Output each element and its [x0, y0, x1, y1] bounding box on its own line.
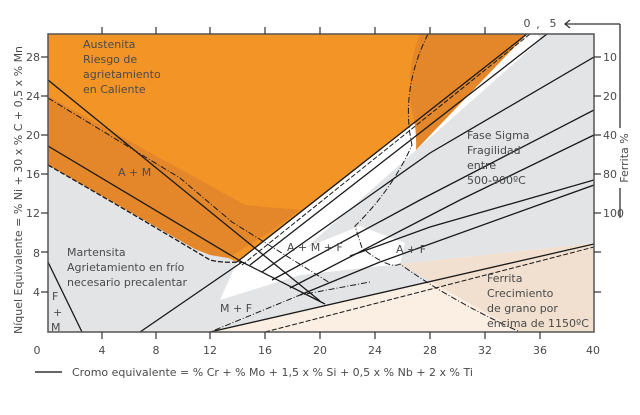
label-a-f: A + F: [396, 243, 426, 256]
label-martensita-3: necesario precalentar: [67, 276, 188, 289]
x-tick-40: 40: [586, 344, 600, 357]
y-tick-12: 12: [26, 207, 40, 220]
top-ticks: [101, 27, 486, 34]
line-ferrite-100: [349, 179, 594, 257]
ferrite-bracket: [563, 19, 621, 218]
y-tick-20: 20: [26, 129, 40, 142]
region-martensite: [48, 165, 230, 332]
x-tick-24: 24: [368, 344, 382, 357]
label-martensita: Martensita: [67, 246, 126, 259]
bottom-ticks: [101, 332, 541, 339]
region-amf-white: [262, 226, 405, 272]
label-martensita-2: Agrietamiento en frío: [67, 261, 185, 274]
ferrite-tick-80: 80: [603, 168, 617, 181]
ferrite-tick-40: 40: [603, 129, 617, 142]
x-tick-32: 32: [478, 344, 492, 357]
x-tick-16: 16: [258, 344, 272, 357]
x-tick-36: 36: [533, 344, 547, 357]
boundary-lines: [48, 34, 594, 332]
y-axis-label: Níquel Equivalente = % Ni + 30 x % C + 0…: [12, 46, 25, 334]
x-tick-28: 28: [423, 344, 437, 357]
ferrite-top-5: 5: [550, 17, 557, 30]
y-tick-labels: 4 8 12 16 20 24 28: [26, 51, 40, 299]
label-m: M: [51, 321, 61, 334]
right-ticks: [594, 56, 601, 293]
y-tick-28: 28: [26, 51, 40, 64]
line-ferrite-20: [271, 109, 594, 281]
label-ferrita-2: Crecimiento: [487, 287, 554, 300]
y-tick-24: 24: [26, 90, 40, 103]
x-tick-20: 20: [313, 344, 327, 357]
label-sigma: Fase Sigma: [467, 129, 530, 142]
x-tick-12: 12: [203, 344, 217, 357]
label-a-m-f: A + M + F: [287, 241, 343, 254]
line-ferrite-boundary: [209, 243, 594, 332]
line-am-lower: [48, 145, 243, 263]
label-plus: +: [53, 306, 62, 319]
line-ferrite-5: [249, 34, 548, 266]
ferrite-tick-labels: 10 20 40 80 100 0 5 ,: [524, 17, 625, 220]
label-austenita-4: en Caliente: [83, 83, 146, 96]
label-austenita: Austenita: [83, 38, 135, 51]
line-am-to-f: [241, 261, 326, 305]
label-f: F: [52, 290, 58, 303]
y-tick-8: 8: [33, 247, 40, 260]
label-ferrita-3: de grano por: [487, 302, 558, 315]
label-m-f: M + F: [220, 302, 252, 315]
x-tick-labels: 0 4 8 12 16 20 24 28 32 36 40: [34, 344, 601, 357]
ferrite-axis-label: Ferrita %: [618, 133, 631, 182]
line-ferrite-0-dashed: [241, 34, 531, 266]
curve-dashdot: [354, 34, 521, 332]
line-ferrite-40: [289, 134, 594, 289]
y-tick-4: 4: [33, 286, 40, 299]
region-austenite-dark: [409, 34, 527, 150]
line-a-am-upper: [48, 79, 321, 302]
line-dashdot-mf: [214, 281, 371, 331]
label-a-m: A + M: [118, 166, 151, 179]
line-martensite-mf: [139, 261, 243, 332]
line-f-m: [48, 261, 83, 332]
line-ferrite-10: [261, 56, 594, 273]
line-dashed-martensite: [48, 164, 243, 263]
svg-text:,: ,: [536, 18, 540, 31]
region-ferrite: [400, 243, 594, 332]
ferrite-tick-10: 10: [603, 51, 617, 64]
ferrite-tick-100: 100: [603, 207, 624, 220]
line-ferrite-0: [236, 34, 528, 263]
line-ferrite-boundary-dashed: [264, 246, 594, 332]
x-tick-0: 0: [34, 344, 41, 357]
left-ticks: [41, 56, 48, 293]
label-ferrita-4: encima de 1150ºC: [487, 317, 589, 330]
plot-regions: [48, 34, 594, 332]
y-tick-16: 16: [26, 168, 40, 181]
x-axis-label: Cromo equivalente = % Cr + % Mo + 1,5 x …: [72, 366, 473, 379]
region-a-m: [48, 96, 300, 258]
label-sigma-3: entre: [467, 159, 496, 172]
label-sigma-2: Fragilidad: [467, 144, 521, 157]
label-ferrita: Ferrita: [487, 272, 522, 285]
ferrite-top-0: 0: [524, 17, 531, 30]
ferrite-tick-20: 20: [603, 90, 617, 103]
region-labels: Austenita Riesgo de agrietamiento en Cal…: [51, 38, 589, 334]
x-tick-8: 8: [153, 344, 160, 357]
label-austenita-2: Riesgo de: [83, 53, 137, 66]
x-tick-4: 4: [99, 344, 106, 357]
arrow-left-icon: [563, 19, 571, 29]
plot-frame: [47, 33, 595, 333]
region-af: [290, 34, 594, 268]
label-sigma-4: 500-900ºC: [467, 174, 526, 187]
line-dashdot-am: [48, 97, 331, 284]
line-ferrite-80: [299, 184, 594, 296]
label-austenita-3: agrietamiento: [83, 68, 161, 81]
